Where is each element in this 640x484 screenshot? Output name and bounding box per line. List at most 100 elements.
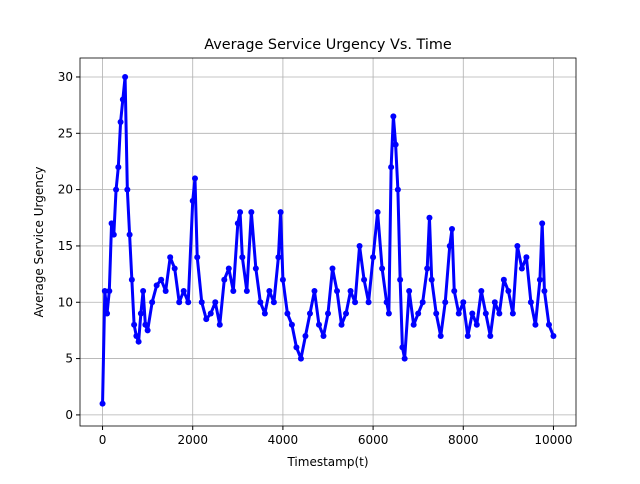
point — [491, 299, 498, 306]
point — [399, 344, 406, 351]
point — [320, 333, 327, 340]
point — [198, 299, 205, 306]
point — [539, 220, 546, 227]
series-line — [101, 75, 555, 404]
point — [361, 276, 368, 283]
point — [142, 321, 149, 328]
point — [261, 310, 268, 317]
point — [237, 209, 244, 216]
point — [277, 209, 284, 216]
point — [207, 310, 214, 317]
point — [505, 287, 512, 294]
point — [248, 209, 255, 216]
point — [394, 186, 401, 193]
y-axis-label: Average Service Urgency — [32, 166, 46, 317]
point — [270, 299, 277, 306]
point — [390, 113, 397, 120]
point — [365, 299, 372, 306]
point — [473, 321, 480, 328]
point — [131, 321, 138, 328]
point — [191, 175, 198, 182]
point — [140, 287, 147, 294]
point — [101, 287, 108, 294]
point — [329, 265, 336, 272]
point — [464, 333, 471, 340]
point — [451, 287, 458, 294]
point — [482, 310, 489, 317]
point — [500, 276, 507, 283]
point — [379, 265, 386, 272]
point — [455, 310, 462, 317]
point — [279, 276, 286, 283]
x-tick-label: 6000 — [358, 433, 389, 447]
x-tick-label: 8000 — [448, 433, 479, 447]
point — [293, 344, 300, 351]
point — [106, 287, 113, 294]
point — [128, 276, 135, 283]
point — [137, 310, 144, 317]
chart-title: Average Service Urgency Vs. Time — [204, 37, 452, 53]
point — [518, 265, 525, 272]
point — [162, 287, 169, 294]
point — [428, 276, 435, 283]
point — [527, 299, 534, 306]
point — [117, 119, 124, 126]
point — [550, 333, 557, 340]
point — [442, 299, 449, 306]
point — [545, 321, 552, 328]
point — [133, 333, 140, 340]
point — [383, 299, 390, 306]
point — [149, 299, 156, 306]
point — [230, 287, 237, 294]
point — [126, 231, 133, 238]
point — [496, 310, 503, 317]
point — [338, 321, 345, 328]
point — [478, 287, 485, 294]
point — [325, 310, 331, 317]
point — [119, 96, 126, 103]
point — [176, 299, 183, 306]
point — [509, 310, 516, 317]
point — [266, 287, 273, 294]
point — [536, 276, 543, 283]
point — [437, 333, 444, 340]
point — [460, 299, 467, 306]
y-tick-label: 0 — [65, 408, 73, 422]
point — [401, 355, 408, 362]
y-tick-label: 15 — [58, 239, 73, 253]
point — [99, 400, 106, 407]
point — [243, 287, 250, 294]
point — [288, 321, 295, 328]
point — [370, 254, 377, 261]
point — [311, 287, 318, 294]
point — [297, 355, 304, 362]
x-tick-label: 2000 — [177, 433, 208, 447]
point — [424, 265, 431, 272]
point — [385, 310, 392, 317]
point — [153, 282, 160, 289]
point — [239, 254, 246, 261]
point — [122, 73, 129, 80]
point — [347, 287, 354, 294]
plot-frame — [79, 57, 577, 427]
point — [189, 197, 196, 204]
point — [194, 254, 201, 261]
point — [392, 141, 399, 148]
point — [469, 310, 476, 317]
point — [185, 299, 192, 306]
y-tick-label: 5 — [65, 352, 73, 366]
point — [221, 276, 228, 283]
point — [419, 299, 426, 306]
point — [397, 276, 404, 283]
point — [257, 299, 264, 306]
x-axis-label: Timestamp(t) — [286, 455, 368, 469]
point — [426, 214, 433, 221]
point — [356, 242, 363, 249]
point — [252, 265, 259, 272]
y-tick-label: 30 — [58, 70, 73, 84]
point — [108, 220, 115, 227]
point — [306, 310, 313, 317]
point — [446, 242, 453, 249]
point — [302, 333, 309, 340]
point — [216, 321, 223, 328]
